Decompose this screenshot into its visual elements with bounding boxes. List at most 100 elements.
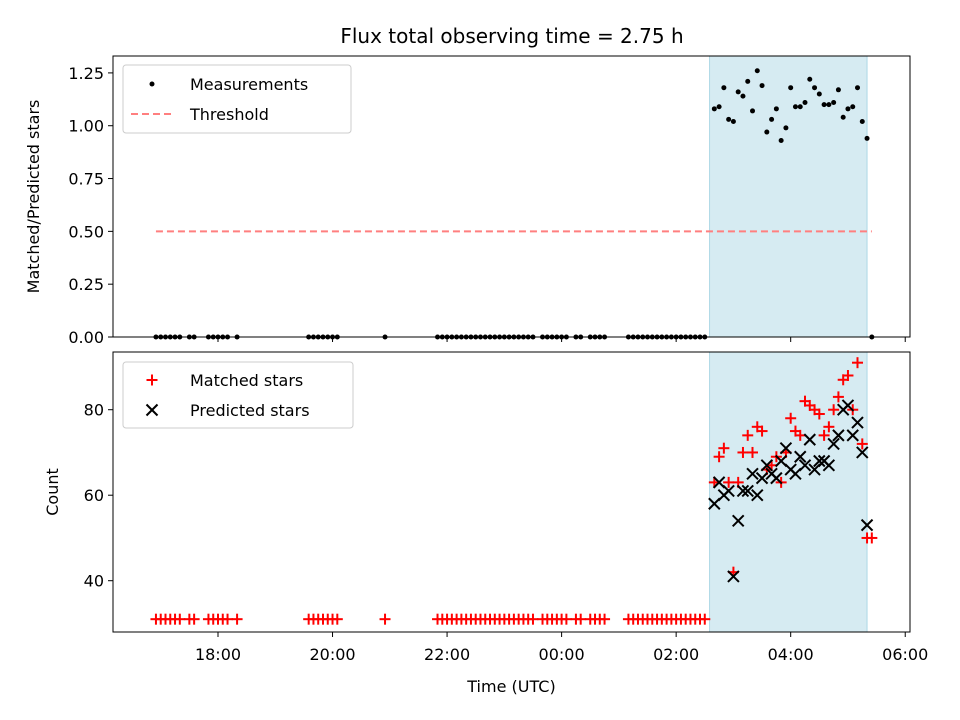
matched-star-point (174, 613, 186, 625)
marker-stroke (731, 514, 745, 528)
measurement-point (726, 116, 732, 122)
measurement-point (850, 104, 856, 110)
bottom-axes-frame (112, 351, 911, 633)
measurement-point (792, 104, 798, 110)
matched-star-point (756, 425, 768, 437)
measurement-point (735, 89, 741, 95)
matched-star-point (828, 404, 840, 416)
y-tick-label: 40 (84, 572, 104, 591)
marker-stroke (770, 471, 783, 485)
matched-star-point (527, 613, 539, 625)
predicted-star-point (860, 518, 874, 532)
matched-stars-series (150, 357, 878, 625)
marker-stroke (779, 441, 793, 455)
matched-star-point (599, 613, 611, 625)
predicted-star-point (794, 450, 807, 463)
predicted-star-point (851, 416, 864, 429)
marker-stroke (860, 518, 874, 532)
marker-stroke (846, 429, 859, 442)
marker-stroke (722, 484, 735, 498)
measurement-point (759, 83, 765, 89)
y-tick-label: 60 (84, 486, 104, 505)
predicted-star-point (822, 459, 836, 472)
matched-star-point (737, 446, 749, 458)
matched-star-point (188, 613, 200, 625)
marker-stroke (827, 437, 840, 451)
bottom-x-axis: 18:00 20:00 22:00 00:00 02:00 04:00 06:00 (195, 632, 928, 664)
matched-star-point (231, 613, 243, 625)
predicted-stars-series (708, 399, 874, 583)
marker-stroke (803, 433, 816, 446)
measurement-point (816, 91, 822, 97)
bottom-legend: Matched stars Predicted stars (122, 361, 354, 429)
bottom-y-axis-label: Count (43, 468, 62, 516)
measurement-point (730, 118, 736, 124)
legend-cross (145, 403, 159, 417)
measurement-point (807, 76, 813, 82)
predicted-star-point (841, 399, 855, 412)
marker-stroke (712, 476, 726, 489)
matched-star-point (718, 442, 730, 454)
predicted-star-point (779, 441, 793, 455)
predicted-star-point (770, 471, 783, 485)
predicted-star-point (751, 488, 764, 502)
marker-stroke (727, 570, 740, 583)
predicted-star-point (731, 514, 745, 528)
marker-stroke (736, 484, 750, 498)
x-tick-label: 02:00 (653, 645, 699, 664)
measurement-point (831, 99, 837, 105)
matched-star-point (713, 451, 725, 463)
measurements-legend-marker (149, 81, 155, 87)
matched-star-point (785, 412, 797, 424)
top-axes-frame (112, 55, 911, 338)
predicted-star-point (813, 454, 826, 468)
y-tick-label: 1.00 (68, 117, 104, 136)
marker-stroke (851, 416, 864, 429)
measurement-point (711, 106, 717, 112)
bottom-panel: 40 60 80 18:00 20:00 22:00 00:00 02:00 04:00 06:… (43, 351, 928, 696)
legend-plus (146, 374, 158, 386)
marker-stroke (841, 399, 855, 412)
bottom-legend-box (122, 361, 354, 429)
top-legend: Measurements Threshold (122, 64, 352, 134)
marker-stroke (822, 459, 836, 472)
measurement-point (773, 106, 779, 112)
measurement-point (855, 85, 861, 91)
marker-stroke (145, 403, 159, 417)
y-tick-label: 0.25 (68, 275, 104, 294)
marker-stroke (746, 467, 759, 481)
y-tick-label: 80 (84, 401, 104, 420)
y-tick-label: 1.25 (68, 64, 104, 83)
measurement-point (783, 125, 789, 131)
y-tick-label: 0.50 (68, 222, 104, 241)
measurement-point (778, 138, 784, 144)
predicted-star-point (755, 471, 769, 485)
measurement-point (750, 108, 756, 114)
predicted-star-point (798, 459, 812, 472)
predicted-star-point (741, 484, 754, 498)
marker-stroke (741, 484, 754, 498)
threshold-legend-label: Threshold (189, 105, 269, 124)
x-tick-label: 20:00 (309, 645, 355, 664)
marker-stroke (813, 454, 826, 468)
figure-title: Flux total observing time = 2.75 h (340, 24, 683, 48)
predicted-star-point (760, 459, 774, 472)
measurement-point (802, 99, 808, 105)
measurement-point (826, 102, 832, 108)
predicted-star-point (803, 433, 816, 446)
predicted-star-point (722, 484, 735, 498)
bottom-y-axis: 40 60 80 (84, 401, 113, 591)
matched-star-point (222, 613, 234, 625)
marker-stroke (755, 471, 769, 485)
matched-star-point (852, 357, 864, 369)
predicted-star-point (736, 484, 750, 498)
measurement-point (740, 93, 746, 99)
measurement-point (716, 104, 722, 110)
matched-star-point (723, 476, 735, 488)
top-shaded-span (709, 55, 868, 338)
measurement-point (840, 114, 846, 120)
predicted-star-point (727, 570, 740, 583)
x-tick-label: 06:00 (882, 645, 928, 664)
marker-stroke (760, 459, 774, 472)
